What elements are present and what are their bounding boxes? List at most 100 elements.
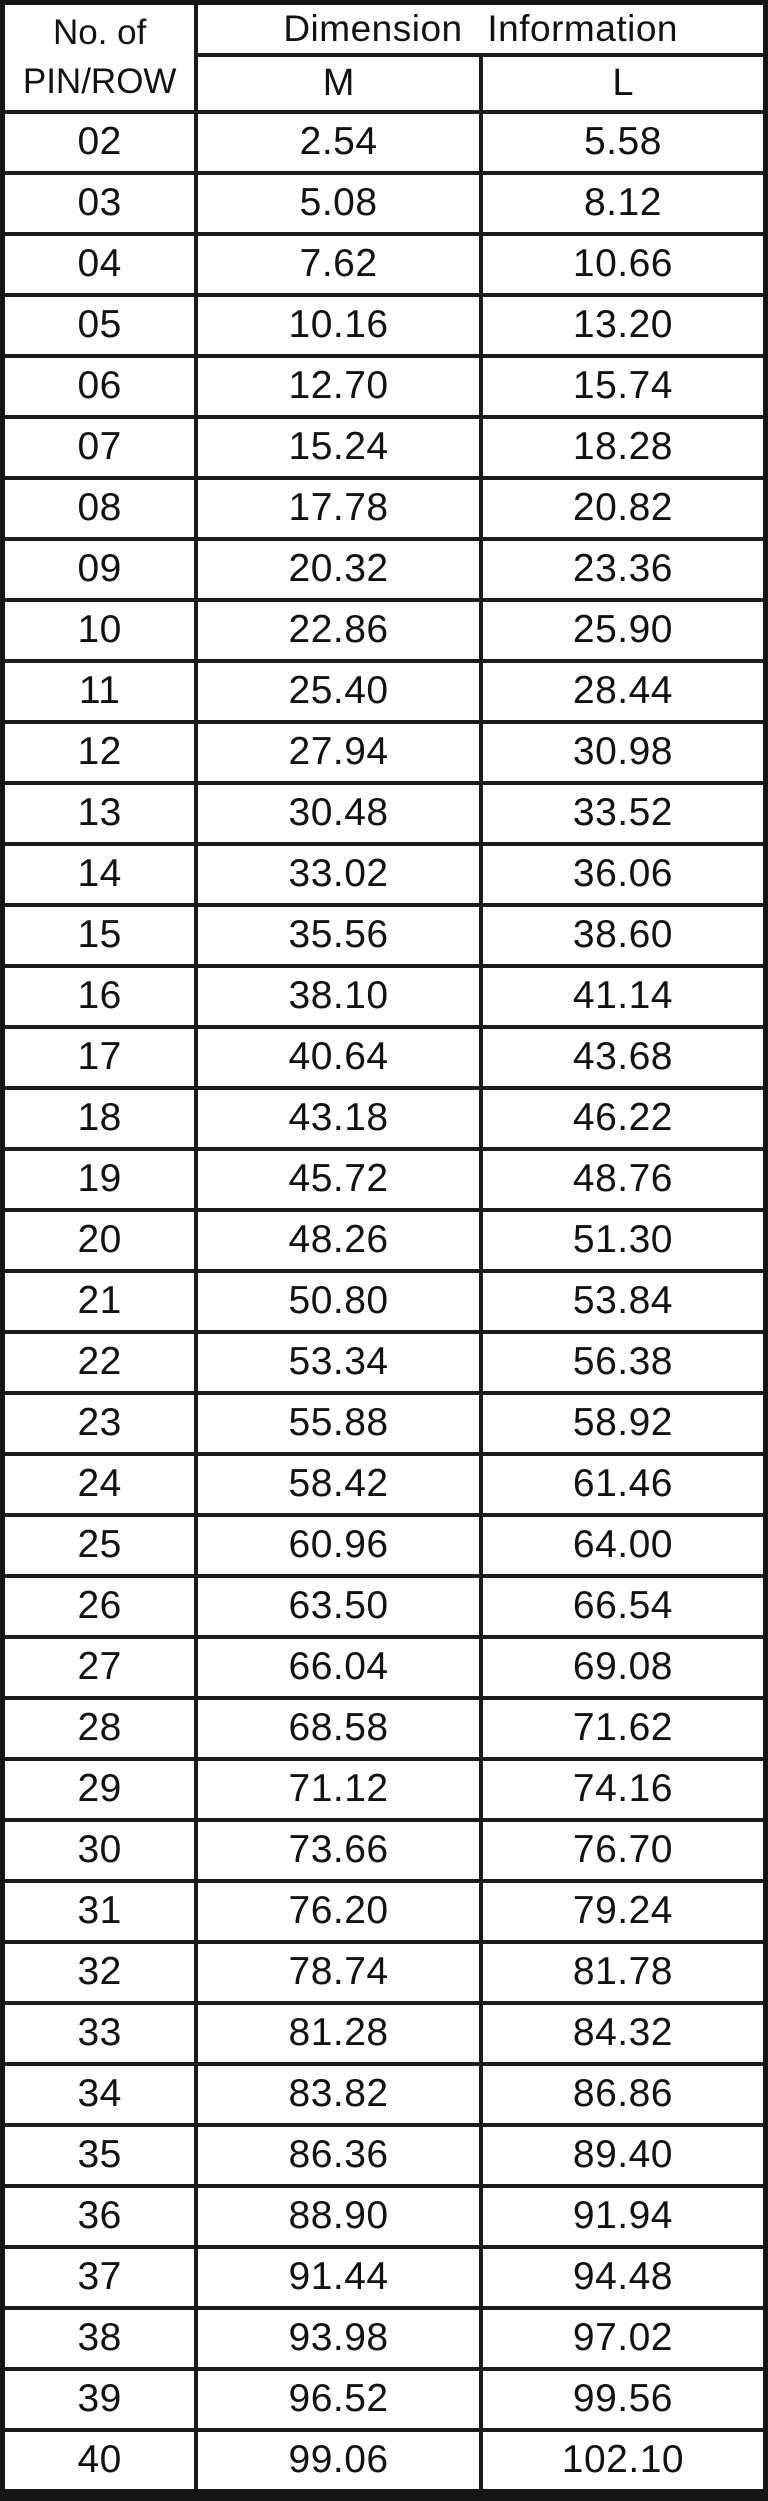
cell-l: 36.06 (478, 841, 768, 907)
table-row: 16 38.10 41.14 (0, 963, 768, 1029)
cell-pins: 25 (0, 1512, 199, 1578)
cell-m: 17.78 (194, 475, 483, 541)
cell-m: 7.62 (194, 231, 483, 297)
cell-pins: 13 (0, 780, 199, 846)
cell-pins: 27 (0, 1634, 199, 1700)
cell-m: 76.20 (194, 1878, 483, 1944)
table-row: 06 12.70 15.74 (0, 353, 768, 419)
cell-l: 38.60 (478, 902, 768, 968)
cell-pins: 06 (0, 353, 199, 419)
cell-l: 94.48 (478, 2244, 768, 2310)
cell-pins: 03 (0, 170, 199, 236)
cell-l: 41.14 (478, 963, 768, 1029)
cell-pins: 12 (0, 719, 199, 785)
cell-pins: 35 (0, 2122, 199, 2188)
cell-pins: 21 (0, 1268, 199, 1334)
table-row: 22 53.34 56.38 (0, 1329, 768, 1395)
header-cell-m: M (194, 52, 483, 114)
cell-l: 56.38 (478, 1329, 768, 1395)
cell-l: 28.44 (478, 658, 768, 724)
cell-pins: 16 (0, 963, 199, 1029)
cell-m: 12.70 (194, 353, 483, 419)
cell-l: 48.76 (478, 1146, 768, 1212)
cell-l: 64.00 (478, 1512, 768, 1578)
table-row: 31 76.20 79.24 (0, 1878, 768, 1944)
table-row: 33 81.28 84.32 (0, 2000, 768, 2066)
cell-m: 30.48 (194, 780, 483, 846)
cell-m: 93.98 (194, 2305, 483, 2371)
table-row: 30 73.66 76.70 (0, 1817, 768, 1883)
table-row: 05 10.16 13.20 (0, 292, 768, 358)
cell-l: 20.82 (478, 475, 768, 541)
table-row: 32 78.74 81.78 (0, 1939, 768, 2005)
cell-m: 91.44 (194, 2244, 483, 2310)
cell-m: 25.40 (194, 658, 483, 724)
cell-pins: 36 (0, 2183, 199, 2249)
cell-pins: 04 (0, 231, 199, 297)
cell-pins: 19 (0, 1146, 199, 1212)
cell-pins: 02 (0, 109, 199, 175)
cell-pins: 17 (0, 1024, 199, 1090)
table-row: 13 30.48 33.52 (0, 780, 768, 846)
cell-m: 10.16 (194, 292, 483, 358)
header-row-sub: M L (3, 52, 768, 114)
table-row: 21 50.80 53.84 (0, 1268, 768, 1334)
cell-l: 86.86 (478, 2061, 768, 2127)
cell-m: 83.82 (194, 2061, 483, 2127)
table-row: 18 43.18 46.22 (0, 1085, 768, 1151)
cell-m: 66.04 (194, 1634, 483, 1700)
cell-l: 58.92 (478, 1390, 768, 1456)
cell-l: 46.22 (478, 1085, 768, 1151)
cell-m: 55.88 (194, 1390, 483, 1456)
table-row: 20 48.26 51.30 (0, 1207, 768, 1273)
cell-l: 76.70 (478, 1817, 768, 1883)
cell-l: 102.10 (478, 2427, 768, 2497)
header-cell-pins-per-row: No. of PIN/ROW (0, 0, 199, 114)
cell-l: 23.36 (478, 536, 768, 602)
table-body: 02 2.54 5.58 03 5.08 8.12 04 7.62 10.66 05 10.16 13… (0, 109, 768, 2497)
table-row: 12 27.94 30.98 (0, 719, 768, 785)
cell-m: 5.08 (194, 170, 483, 236)
table-row: 08 17.78 20.82 (0, 475, 768, 541)
cell-m: 58.42 (194, 1451, 483, 1517)
cell-m: 78.74 (194, 1939, 483, 2005)
cell-l: 91.94 (478, 2183, 768, 2249)
table-row: 09 20.32 23.36 (0, 536, 768, 602)
header-pins-line1: No. of (52, 12, 147, 52)
cell-m: 33.02 (194, 841, 483, 907)
table-row: 28 68.58 71.62 (0, 1695, 768, 1761)
cell-m: 99.06 (194, 2427, 483, 2497)
cell-pins: 34 (0, 2061, 199, 2127)
cell-pins: 24 (0, 1451, 199, 1517)
table-header: No. of PIN/ROW Dimension Information M L (0, 0, 768, 114)
cell-pins: 40 (0, 2427, 199, 2497)
cell-l: 43.68 (478, 1024, 768, 1090)
cell-pins: 38 (0, 2305, 199, 2371)
table-row: 07 15.24 18.28 (0, 414, 768, 480)
cell-m: 96.52 (194, 2366, 483, 2432)
cell-pins: 09 (0, 536, 199, 602)
cell-pins: 14 (0, 841, 199, 907)
cell-pins: 08 (0, 475, 199, 541)
cell-m: 40.64 (194, 1024, 483, 1090)
cell-pins: 10 (0, 597, 199, 663)
table-row: 35 86.36 89.40 (0, 2122, 768, 2188)
cell-pins: 18 (0, 1085, 199, 1151)
cell-pins: 32 (0, 1939, 199, 2005)
cell-l: 89.40 (478, 2122, 768, 2188)
cell-l: 33.52 (478, 780, 768, 846)
cell-m: 2.54 (194, 109, 483, 175)
header-row-group: No. of PIN/ROW Dimension Information (0, 0, 768, 114)
table-row: 26 63.50 66.54 (0, 1573, 768, 1639)
cell-m: 81.28 (194, 2000, 483, 2066)
cell-pins: 07 (0, 414, 199, 480)
cell-l: 18.28 (478, 414, 768, 480)
cell-l: 79.24 (478, 1878, 768, 1944)
cell-pins: 05 (0, 292, 199, 358)
cell-m: 53.34 (194, 1329, 483, 1395)
table-row: 04 7.62 10.66 (0, 231, 768, 297)
cell-l: 69.08 (478, 1634, 768, 1700)
cell-pins: 23 (0, 1390, 199, 1456)
cell-pins: 33 (0, 2000, 199, 2066)
